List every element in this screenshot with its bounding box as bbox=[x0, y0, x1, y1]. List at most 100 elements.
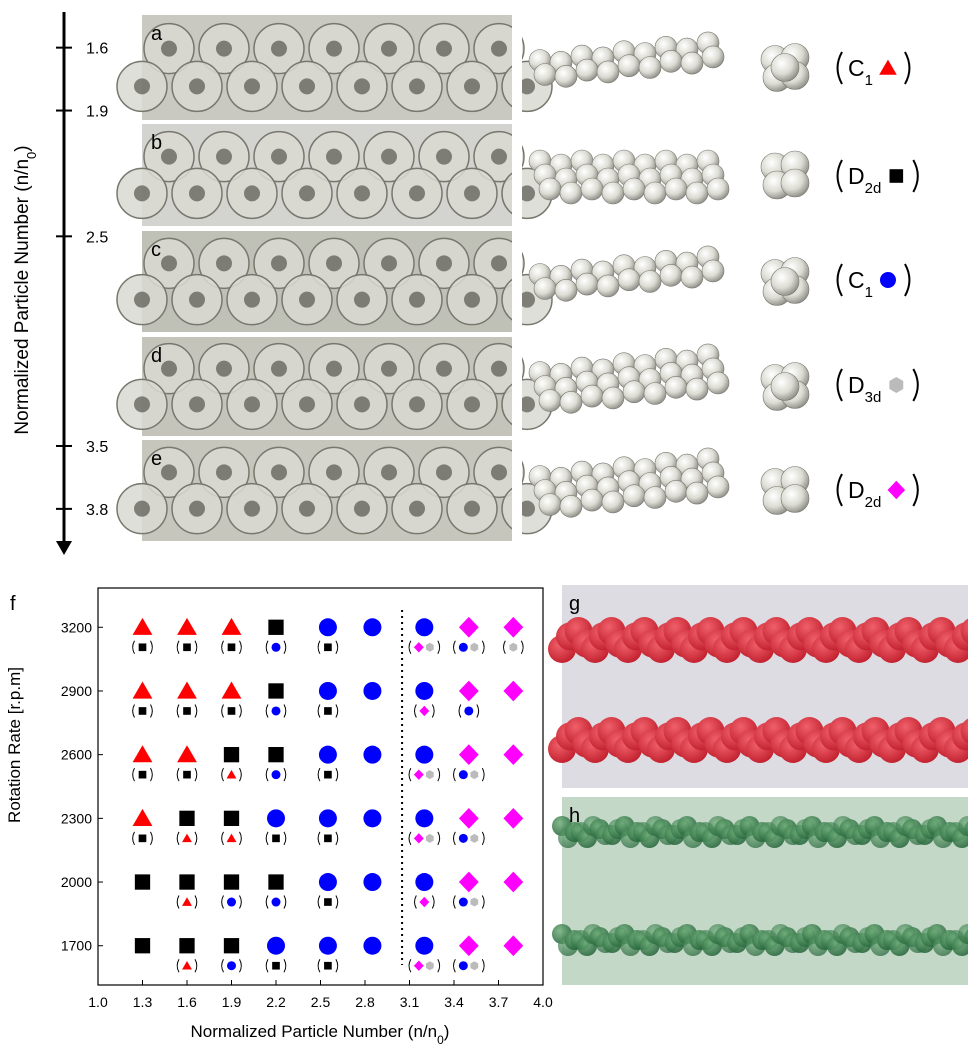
bead-core bbox=[409, 185, 425, 201]
structure-subscript: 1 bbox=[865, 72, 873, 89]
point bbox=[415, 618, 433, 636]
bead-core bbox=[409, 501, 425, 517]
structure-label: C1 bbox=[848, 55, 873, 89]
bead-core bbox=[299, 185, 315, 201]
parenthesis bbox=[266, 896, 268, 909]
bead-core bbox=[436, 41, 452, 57]
bead-core bbox=[161, 361, 177, 377]
bead-core bbox=[216, 41, 232, 57]
bead-core bbox=[436, 255, 452, 271]
model-sphere bbox=[581, 178, 603, 200]
minor-point bbox=[324, 962, 332, 970]
parenthesis bbox=[459, 704, 461, 717]
parenthesis bbox=[438, 832, 440, 845]
bead-core bbox=[244, 185, 260, 201]
parenthesis bbox=[177, 641, 179, 654]
bead-core bbox=[491, 41, 507, 57]
parenthesis bbox=[266, 641, 268, 654]
x-tick-label: 1.0 bbox=[88, 994, 108, 1010]
point bbox=[363, 618, 381, 636]
micrograph bbox=[117, 440, 552, 541]
structure-letter: D bbox=[848, 477, 865, 503]
structure-subscript: 2d bbox=[865, 494, 882, 511]
model-sphere bbox=[602, 491, 624, 513]
bead-core bbox=[161, 464, 177, 480]
minor-point bbox=[272, 898, 281, 907]
parenthesis bbox=[504, 641, 506, 654]
bead-core bbox=[271, 255, 287, 271]
x-tick-label: 3.4 bbox=[444, 994, 464, 1010]
point bbox=[415, 937, 433, 955]
minor-point bbox=[414, 642, 424, 652]
point bbox=[503, 681, 523, 702]
parenthesis bbox=[133, 641, 135, 654]
point bbox=[222, 618, 242, 635]
bead-core bbox=[436, 361, 452, 377]
minor-point bbox=[272, 962, 280, 970]
model-sphere bbox=[665, 376, 687, 398]
axis-arrow-head bbox=[56, 541, 72, 555]
model-sphere bbox=[681, 52, 703, 74]
point bbox=[179, 938, 194, 953]
parenthesis bbox=[454, 832, 456, 845]
parenthesis bbox=[905, 52, 909, 84]
point bbox=[133, 809, 153, 826]
parenthesis bbox=[240, 641, 242, 654]
parenthesis bbox=[838, 52, 842, 84]
bead-core bbox=[161, 41, 177, 57]
model-sphere bbox=[534, 278, 556, 300]
parenthesis bbox=[838, 160, 842, 192]
panel-label: h bbox=[569, 805, 580, 827]
top-axis-tick-label: 1.6 bbox=[86, 41, 108, 58]
structure-label: C1 bbox=[848, 267, 873, 301]
bead-core bbox=[436, 149, 452, 165]
minor-point bbox=[464, 706, 473, 715]
point bbox=[133, 682, 153, 699]
minor-point bbox=[509, 643, 517, 652]
point bbox=[268, 874, 283, 889]
parenthesis bbox=[151, 768, 153, 781]
bead-core bbox=[216, 255, 232, 271]
micrograph-mask bbox=[512, 229, 522, 334]
bead-core bbox=[216, 361, 232, 377]
minor-point bbox=[459, 643, 468, 652]
minor-point bbox=[183, 643, 191, 651]
parenthesis bbox=[284, 832, 286, 845]
point bbox=[177, 618, 197, 635]
micrograph bbox=[117, 231, 552, 332]
model-sphere bbox=[686, 182, 708, 204]
end-view-sphere bbox=[771, 268, 799, 296]
minor-point bbox=[139, 771, 147, 779]
point bbox=[267, 937, 285, 955]
parenthesis bbox=[177, 896, 179, 909]
model-sphere bbox=[660, 264, 682, 286]
y-tick-label: 1700 bbox=[61, 938, 92, 954]
bead-core bbox=[464, 501, 480, 517]
parenthesis bbox=[284, 768, 286, 781]
structure-subscript: 3d bbox=[865, 389, 882, 406]
parenthesis bbox=[318, 959, 320, 972]
parenthesis bbox=[240, 704, 242, 717]
structure-symbol bbox=[890, 169, 904, 183]
model-sphere bbox=[539, 494, 561, 516]
model-sphere bbox=[618, 55, 640, 77]
model-sphere bbox=[597, 61, 619, 83]
parenthesis bbox=[240, 832, 242, 845]
point bbox=[224, 938, 239, 953]
structure-symbol bbox=[879, 60, 897, 75]
point bbox=[319, 809, 337, 827]
minor-point bbox=[459, 770, 468, 779]
point bbox=[503, 872, 523, 893]
parenthesis bbox=[482, 768, 484, 781]
point bbox=[415, 682, 433, 700]
parenthesis bbox=[905, 264, 909, 296]
point bbox=[133, 618, 153, 635]
parenthesis bbox=[409, 832, 411, 845]
bead-core bbox=[381, 361, 397, 377]
parenthesis bbox=[454, 896, 456, 909]
structure-subscript: 2d bbox=[865, 180, 882, 197]
point bbox=[415, 873, 433, 891]
model-sphere bbox=[560, 391, 582, 413]
parenthesis bbox=[318, 704, 320, 717]
end-view-sphere bbox=[781, 485, 809, 513]
